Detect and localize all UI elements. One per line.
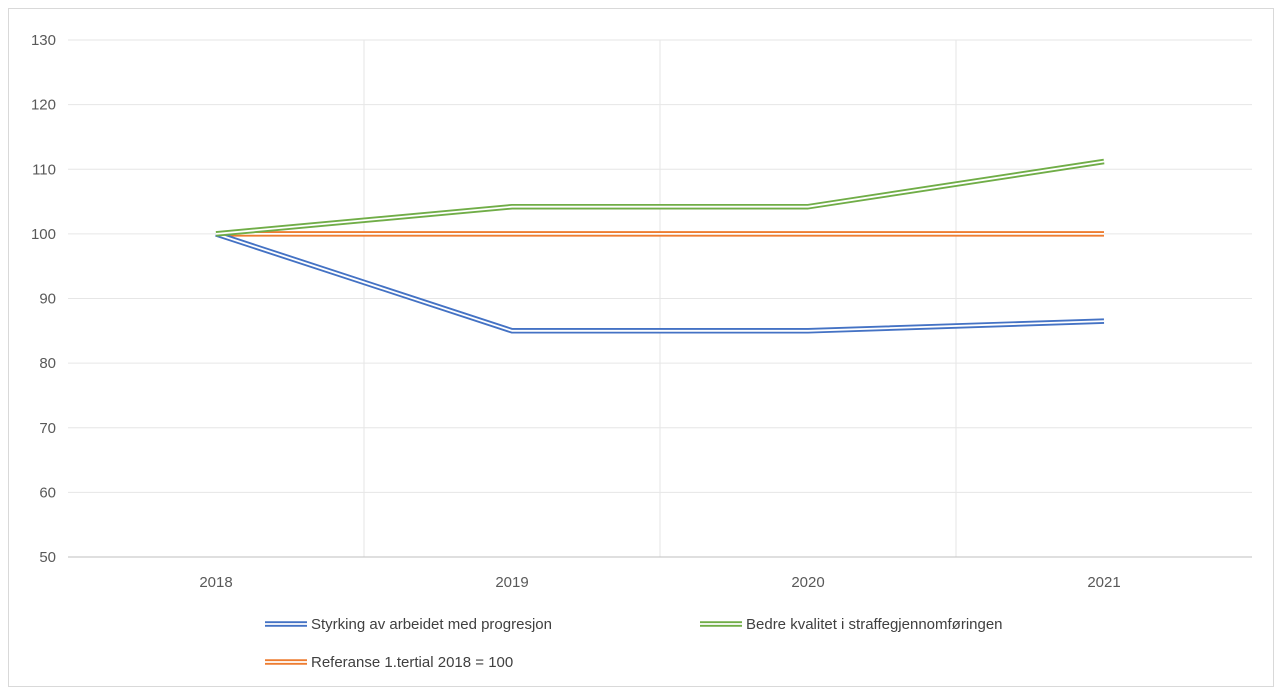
y-tick-label: 80 [39,355,56,372]
x-axis-tick-labels: 2018 2019 2020 2021 [199,574,1120,591]
y-tick-label: 60 [39,484,56,501]
x-tick-label: 2019 [495,574,528,591]
legend-item: Bedre kvalitet i straffegjennomføringen [700,616,1003,633]
y-tick-label: 110 [32,161,56,178]
legend-item: Referanse 1.tertial 2018 = 100 [265,654,513,671]
y-tick-label: 130 [31,32,56,49]
y-tick-label: 100 [31,226,56,243]
y-tick-label: 50 [39,549,56,566]
x-tick-label: 2020 [791,574,824,591]
legend-item: Styrking av arbeidet med progresjon [265,616,552,633]
legend: Styrking av arbeidet med progresjon Bedre… [265,616,1003,671]
x-tick-label: 2021 [1087,574,1120,591]
y-tick-label: 120 [31,97,56,114]
legend-label: Referanse 1.tertial 2018 = 100 [311,654,513,671]
series-lines [215,158,1105,334]
series-line-1-inner [215,160,1105,235]
y-tick-label: 70 [39,420,56,437]
series-line-0-inner [215,233,1105,332]
legend-label: Bedre kvalitet i straffegjennomføringen [746,616,1003,633]
x-tick-label: 2018 [199,574,232,591]
y-tick-label: 90 [39,291,56,308]
y-axis-tick-labels: 50 60 70 80 90 100 110 120 130 [31,32,56,566]
chart-frame [8,8,1274,687]
gridlines [68,39,1252,557]
series-line-1 [215,158,1105,237]
legend-label: Styrking av arbeidet med progresjon [311,616,552,633]
series-line-0 [215,231,1105,334]
